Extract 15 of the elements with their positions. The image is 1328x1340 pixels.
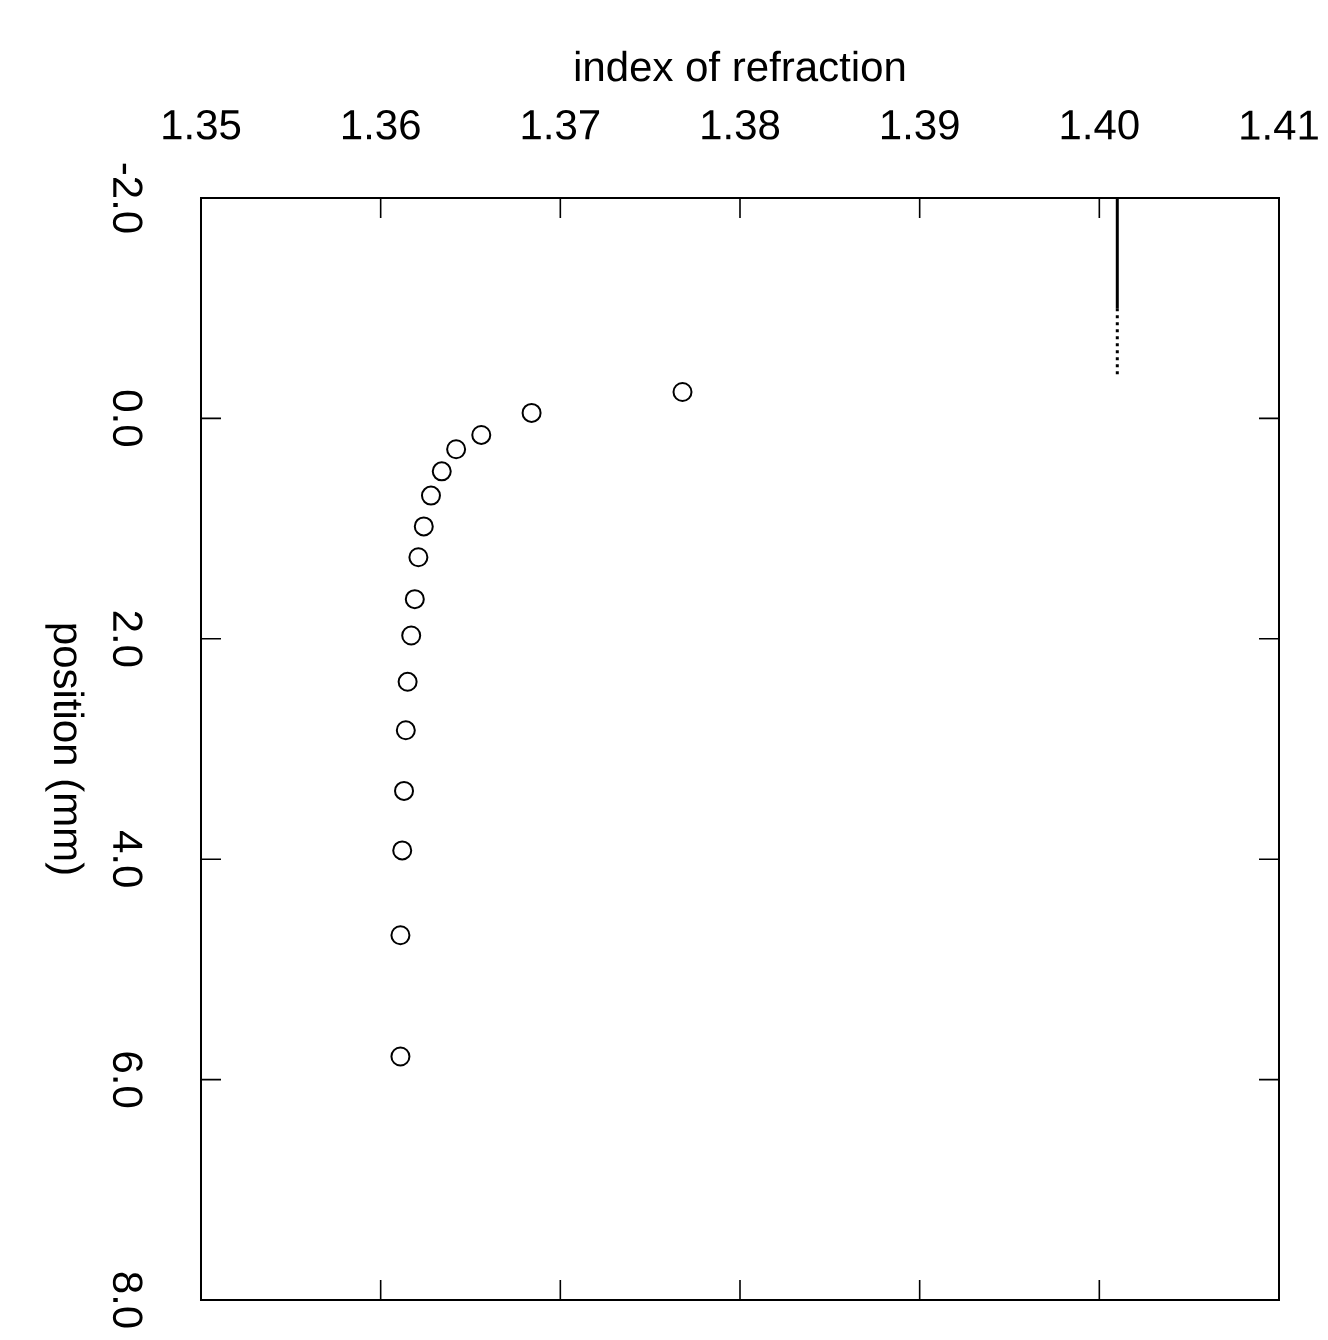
- x-tick-label: 1.41: [1241, 110, 1318, 140]
- y-tick-label: 4.0: [112, 830, 143, 887]
- x-tick-label: 1.35: [163, 109, 241, 140]
- y-tick-label: -2.0: [112, 163, 143, 233]
- x-tick-label: 1.38: [702, 109, 780, 140]
- x-tick-label: 1.36: [342, 109, 420, 140]
- y-axis-title: position (mm): [45, 624, 85, 874]
- x-tick-label: 1.39: [881, 109, 959, 140]
- x-axis-title: index of refraction: [575, 50, 905, 82]
- y-tick-label: 2.0: [112, 611, 143, 667]
- y-tick-label: 8.0: [112, 1272, 143, 1328]
- x-tick-label: 1.37: [522, 109, 600, 140]
- y-tick-label: 6.0: [112, 1052, 143, 1108]
- y-tick-label: 0.0: [112, 390, 143, 446]
- x-tick-label: 1.40: [1061, 109, 1139, 140]
